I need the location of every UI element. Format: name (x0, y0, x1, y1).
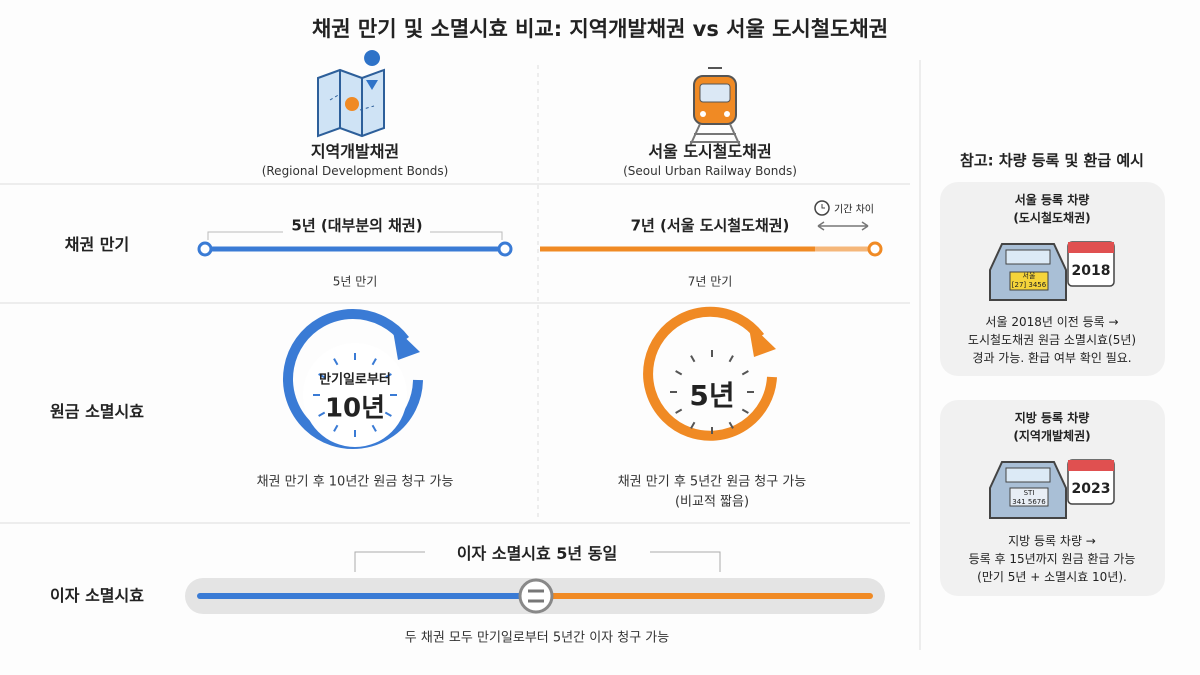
clock-blue (283, 309, 423, 449)
caption: 채권 만기 후 5년간 원금 청구 가능 (617, 474, 807, 490)
clock-tick (690, 355, 696, 363)
caption: 5년 만기 (332, 274, 378, 289)
bar-label: 7년 (서울 도시철도채권) (630, 216, 790, 235)
card-title: 서울 등록 차량 (1014, 193, 1090, 207)
clock-tick (318, 411, 326, 417)
equal-sign (528, 589, 544, 603)
plate: [27] 3456 (1011, 281, 1047, 289)
card-subtitle: (도시철도채권) (1013, 211, 1091, 225)
row-label: 채권 만기 (64, 235, 130, 254)
bracket (207, 231, 503, 240)
clock-tick (384, 411, 392, 417)
plate: STI (1023, 489, 1035, 497)
row-label: 원금 소멸시효 (50, 402, 144, 421)
map-icon (317, 50, 385, 138)
clock-text: 10년 (324, 393, 386, 424)
clock-tick (333, 424, 339, 432)
clock-tick (675, 408, 683, 414)
card-subtitle: (지역개발체권) (1013, 429, 1091, 443)
bar-end (497, 241, 513, 257)
caption: 채권 만기 후 10년간 원금 청구 가능 (256, 474, 454, 490)
caption: (비교적 짧음) (674, 494, 750, 510)
caption: 두 채권 모두 만기일로부터 5년간 이자 청구 가능 (404, 630, 670, 646)
card-text: 도시철도채권 원금 소멸시효(5년) (967, 333, 1137, 347)
row-label: 이자 소멸시효 (50, 586, 144, 605)
calendar-year: 2023 (1071, 481, 1111, 497)
clock-tick (741, 370, 749, 376)
plate: 서울 (1022, 272, 1036, 280)
clock-tick (728, 355, 734, 363)
card-text: 등록 후 15년까지 원금 환급 가능 (968, 552, 1136, 566)
clock-tick (675, 370, 683, 376)
caption: 7년 만기 (687, 274, 733, 289)
clock-tick (318, 373, 326, 379)
clock-tick (371, 358, 377, 366)
card-text: 지방 등록 차량 → (1008, 534, 1096, 548)
bar-label: 5년 (대부분의 채권) (291, 216, 423, 235)
difference-label: 기간 차이 (834, 204, 874, 216)
difference-arrow (817, 221, 869, 231)
clock-tick (384, 373, 392, 379)
clock-tick (741, 408, 749, 414)
bar-end (197, 241, 213, 257)
equal-sign (518, 578, 554, 614)
interest-label: 이자 소멸시효 5년 동일 (456, 544, 618, 563)
plate: 341 5676 (1012, 498, 1046, 506)
card-text: 경과 가능. 환급 여부 확인 필요. (972, 351, 1132, 365)
train-icon (689, 67, 741, 147)
sidebar-title: 참고: 차량 등록 및 환급 예시 (960, 151, 1144, 170)
card-text: (만기 5년 + 소멸시효 10년). (977, 570, 1127, 584)
column-subtitle: (Seoul Urban Railway Bonds) (623, 164, 797, 178)
clock-hand (821, 204, 825, 209)
calendar-year: 2018 (1071, 263, 1111, 279)
clock-text: 5년 (689, 379, 735, 412)
card-text: 서울 2018년 이전 등록 → (985, 315, 1119, 329)
car-icon (989, 241, 1115, 301)
clock-tick (728, 421, 734, 429)
card-title: 지방 등록 차량 (1014, 411, 1090, 425)
clock-tick (690, 421, 696, 429)
clock-tick (371, 424, 377, 432)
column-subtitle: (Regional Development Bonds) (261, 164, 449, 178)
clock-text: 만기일로부터 (319, 372, 391, 388)
title: 채권 만기 및 소멸시효 비교: 지역개발채권 vs 서울 도시철도채권 (311, 17, 889, 41)
clock-tick (333, 358, 339, 366)
car-icon (989, 459, 1115, 519)
column-name: 서울 도시철도채권 (648, 142, 772, 161)
column-name: 지역개발채권 (310, 142, 400, 161)
bracket (354, 551, 721, 572)
clock-orange (643, 306, 777, 441)
bar-end (867, 241, 883, 257)
